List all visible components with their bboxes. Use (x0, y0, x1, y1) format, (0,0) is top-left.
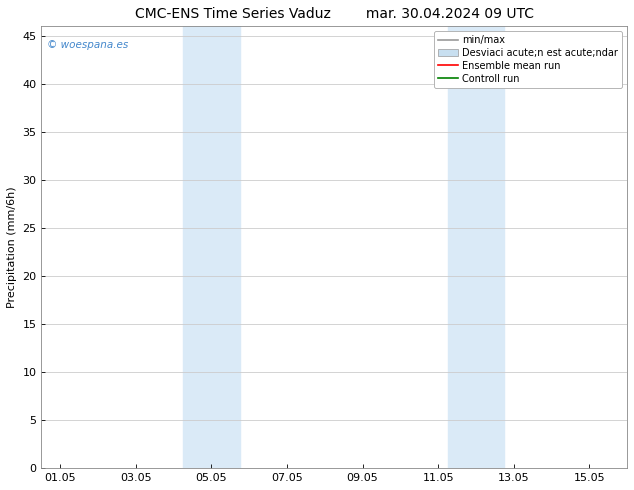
Title: CMC-ENS Time Series Vaduz        mar. 30.04.2024 09 UTC: CMC-ENS Time Series Vaduz mar. 30.04.202… (135, 7, 534, 21)
Text: © woespana.es: © woespana.es (48, 40, 129, 49)
Bar (183, 26, 240, 468)
Bar (448, 26, 504, 468)
Y-axis label: Precipitation (mm/6h): Precipitation (mm/6h) (7, 186, 17, 308)
Legend: min/max, Desviaci acute;n est acute;ndar, Ensemble mean run, Controll run: min/max, Desviaci acute;n est acute;ndar… (434, 31, 622, 88)
